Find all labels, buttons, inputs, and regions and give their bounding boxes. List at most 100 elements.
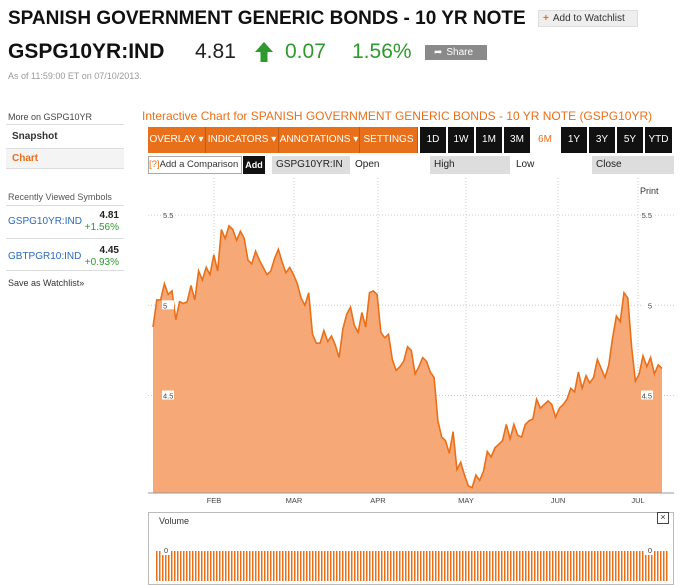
- volume-bar: [555, 551, 557, 581]
- volume-bar: [186, 551, 188, 581]
- volume-bar: [654, 551, 656, 581]
- volume-bar: [585, 551, 587, 581]
- volume-bar: [309, 551, 311, 581]
- volume-bar: [519, 551, 521, 581]
- indicators-menu[interactable]: INDICATORS ▾: [206, 127, 279, 153]
- as-of-timestamp: As of 11:59:00 ET on 07/10/2013.: [8, 71, 142, 81]
- period-1d-button[interactable]: 1D: [420, 127, 446, 153]
- volume-bar: [222, 551, 224, 581]
- volume-bar: [615, 551, 617, 581]
- recent-symbol-link[interactable]: GSPG10YR:IND: [8, 216, 82, 227]
- volume-bar: [354, 551, 356, 581]
- volume-bar: [351, 551, 353, 581]
- period-1w-button[interactable]: 1W: [448, 127, 474, 153]
- volume-bar: [219, 551, 221, 581]
- volume-bar: [249, 551, 251, 581]
- volume-bar: [159, 551, 161, 581]
- share-arrow-icon: ➦: [434, 47, 443, 58]
- volume-bar: [627, 551, 629, 581]
- volume-bar: [321, 551, 323, 581]
- volume-bar: [534, 551, 536, 581]
- volume-bar: [606, 551, 608, 581]
- volume-bar: [438, 551, 440, 581]
- volume-bar: [255, 551, 257, 581]
- volume-bar: [264, 551, 266, 581]
- period-ytd-button[interactable]: YTD: [645, 127, 672, 153]
- sidebar-item-snapshot[interactable]: Snapshot: [12, 131, 58, 142]
- volume-bar: [639, 551, 641, 581]
- settings-menu[interactable]: SETTINGS ▾: [360, 127, 418, 171]
- volume-bar: [183, 551, 185, 581]
- volume-bar: [324, 551, 326, 581]
- volume-bar: [417, 551, 419, 581]
- y-tick-background: [641, 210, 653, 220]
- x-tick-label: FEB: [207, 496, 222, 505]
- period-1y-button[interactable]: 1Y: [561, 127, 587, 153]
- close-icon[interactable]: ×: [657, 512, 669, 524]
- share-button[interactable]: ➦ Share: [425, 45, 487, 60]
- sidebar-item-chart[interactable]: Chart: [6, 149, 124, 168]
- volume-bar: [450, 551, 452, 581]
- volume-bar: [567, 551, 569, 581]
- y-tick-background: [641, 300, 653, 310]
- volume-bar: [516, 551, 518, 581]
- volume-bar: [342, 551, 344, 581]
- recently-viewed-heading: Recently Viewed Symbols: [8, 192, 112, 202]
- volume-bar: [462, 551, 464, 581]
- volume-bar: [165, 551, 167, 581]
- volume-bar: [414, 551, 416, 581]
- divider: [6, 238, 124, 239]
- volume-bar: [453, 551, 455, 581]
- volume-bar: [171, 551, 173, 581]
- volume-bar: [423, 551, 425, 581]
- y-tick-background: [641, 390, 653, 400]
- volume-bar: [393, 551, 395, 581]
- volume-bar: [375, 551, 377, 581]
- volume-bar: [444, 551, 446, 581]
- volume-bar: [384, 551, 386, 581]
- volume-bar: [246, 551, 248, 581]
- volume-bar: [345, 551, 347, 581]
- close-field: Close: [592, 156, 674, 174]
- volume-bar: [261, 551, 263, 581]
- high-field: High: [430, 156, 510, 174]
- volume-bar: [273, 551, 275, 581]
- volume-bar: [513, 551, 515, 581]
- help-icon[interactable]: [?]: [149, 159, 160, 170]
- volume-bar: [177, 551, 179, 581]
- price-change-percent: 1.56%: [352, 40, 412, 63]
- volume-bar: [576, 551, 578, 581]
- volume-bar: [198, 551, 200, 581]
- volume-bar: [363, 551, 365, 581]
- period-5y-button[interactable]: 5Y: [617, 127, 643, 153]
- volume-bar: [192, 551, 194, 581]
- add-comparison-button[interactable]: Add: [243, 156, 265, 174]
- overlay-menu[interactable]: OVERLAY ▾: [148, 127, 206, 153]
- price-chart[interactable]: FEB MAR APR MAY JUN JUL 5.5 5 4.5 5.5 5 4.5: [148, 178, 674, 508]
- volume-tick-background: [645, 545, 654, 555]
- x-tick-label: JUL: [631, 496, 644, 505]
- period-3m-button[interactable]: 3M: [504, 127, 530, 153]
- volume-bar: [525, 551, 527, 581]
- add-to-watchlist-button[interactable]: + Add to Watchlist: [538, 10, 638, 27]
- volume-bar: [390, 551, 392, 581]
- volume-bar: [573, 551, 575, 581]
- volume-bar: [588, 551, 590, 581]
- print-link[interactable]: Print: [640, 186, 659, 196]
- recent-symbol-link[interactable]: GBTPGR10:IND: [8, 251, 82, 262]
- annotations-menu[interactable]: ANNOTATIONS ▾: [279, 127, 360, 153]
- volume-bar: [333, 551, 335, 581]
- period-6m-button[interactable]: 6M: [532, 127, 558, 153]
- add-comparison-input[interactable]: [?]Add a Comparison: [148, 156, 242, 174]
- period-1m-button[interactable]: 1M: [476, 127, 502, 153]
- save-as-watchlist-link[interactable]: Save as Watchlist»: [8, 278, 85, 288]
- volume-bar: [483, 551, 485, 581]
- period-3y-button[interactable]: 3Y: [589, 127, 615, 153]
- volume-bar: [231, 551, 233, 581]
- volume-bar: [213, 551, 215, 581]
- volume-bar: [468, 551, 470, 581]
- volume-bar: [312, 551, 314, 581]
- volume-bar: [510, 551, 512, 581]
- volume-bar: [600, 551, 602, 581]
- volume-bar: [498, 551, 500, 581]
